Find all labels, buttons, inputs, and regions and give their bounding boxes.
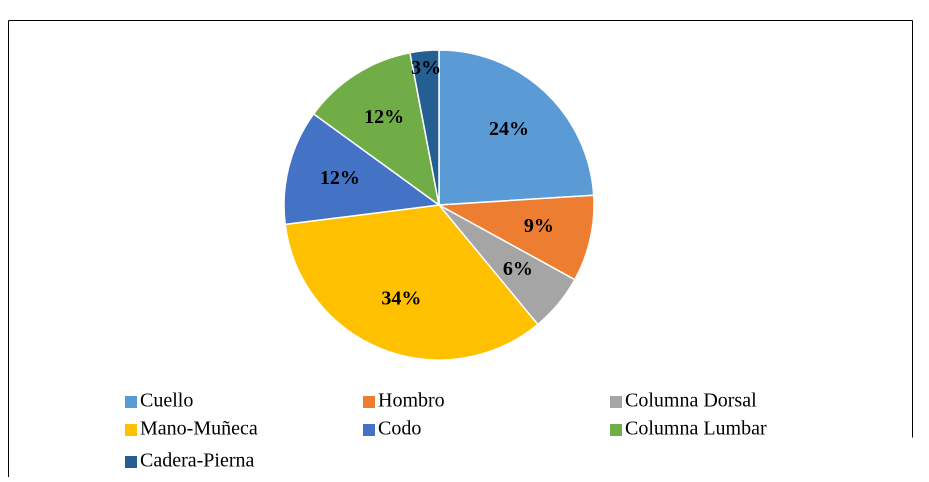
data-label: 34% [381, 288, 421, 310]
pie-slice [409, 49, 440, 206]
data-label: 9% [524, 215, 554, 237]
legend-label: Mano-Muñeca [140, 418, 258, 440]
pie-slice [284, 204, 539, 361]
legend-swatch [363, 424, 375, 436]
data-label: 6% [503, 258, 533, 280]
data-label: 12% [364, 106, 404, 128]
legend-label: Columna Dorsal [625, 390, 757, 412]
data-label: 12% [320, 167, 360, 189]
data-label: 24% [489, 118, 529, 140]
pie-slice [312, 51, 441, 207]
legend-label: Cadera-Pierna [140, 450, 255, 472]
legend-swatch [610, 424, 622, 436]
legend-swatch [125, 424, 137, 436]
pie-slice [438, 49, 595, 206]
legend-label: Columna Lumbar [625, 418, 767, 440]
frame [8, 20, 913, 477]
legend-swatch [125, 396, 137, 408]
legend-swatch [610, 396, 622, 408]
legend-swatch [125, 456, 137, 468]
pie-slice [436, 194, 595, 281]
legend-label: Hombro [378, 390, 445, 412]
pie-slice [283, 112, 441, 226]
legend-label: Codo [378, 418, 421, 440]
data-label: 3% [411, 57, 441, 79]
legend-label: Cuello [140, 390, 193, 412]
legend-swatch [363, 396, 375, 408]
